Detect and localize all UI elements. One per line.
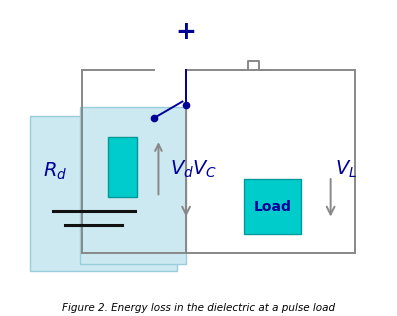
Bar (29, 116, 177, 271)
Text: $R_d$: $R_d$ (43, 161, 67, 182)
Text: Load: Load (254, 199, 291, 214)
Text: Figure 2. Energy loss in the dielectric at a pulse load: Figure 2. Energy loss in the dielectric … (62, 303, 335, 313)
Text: $V_C$: $V_C$ (192, 159, 216, 180)
Text: $V_d$: $V_d$ (170, 159, 195, 180)
Bar (80, 107, 186, 264)
Bar (244, 179, 301, 234)
Bar (108, 137, 137, 197)
Text: +: + (175, 20, 197, 44)
Text: $V_L$: $V_L$ (335, 159, 357, 180)
